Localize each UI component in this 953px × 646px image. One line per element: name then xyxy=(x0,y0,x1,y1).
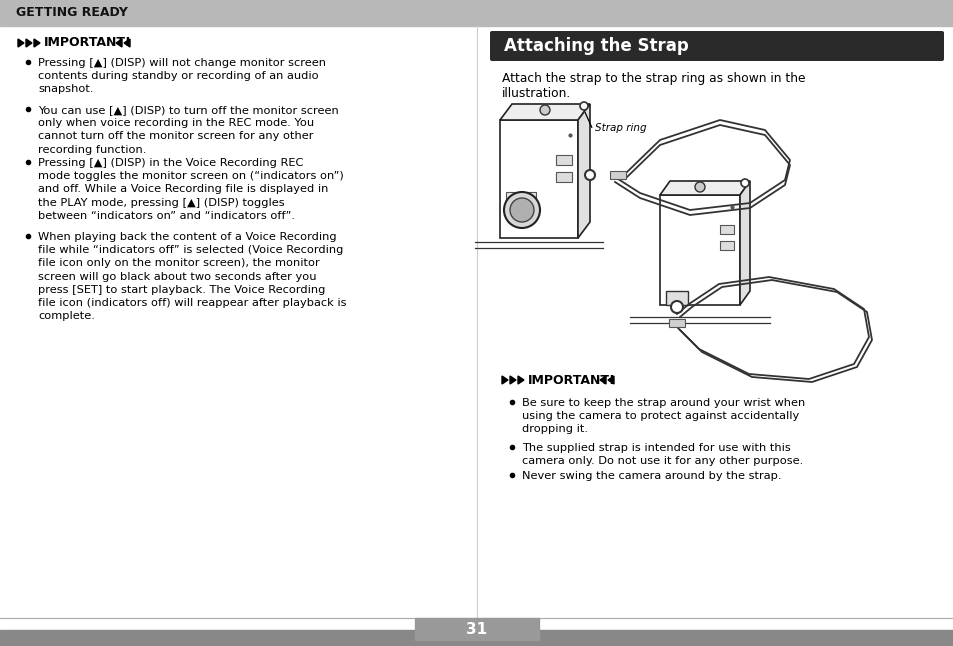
Circle shape xyxy=(579,102,587,110)
Polygon shape xyxy=(517,376,523,384)
Polygon shape xyxy=(34,39,40,47)
Text: GETTING READY: GETTING READY xyxy=(16,6,128,19)
Polygon shape xyxy=(26,39,32,47)
Text: file while “indicators off” is selected (Voice Recording: file while “indicators off” is selected … xyxy=(38,245,343,255)
Text: Attaching the Strap: Attaching the Strap xyxy=(503,37,688,55)
Text: Attach the strap to the strap ring as shown in the: Attach the strap to the strap ring as sh… xyxy=(501,72,804,85)
Text: IMPORTANT!: IMPORTANT! xyxy=(44,37,132,50)
Bar xyxy=(0,0,953,26)
Circle shape xyxy=(503,192,539,228)
Bar xyxy=(665,291,687,305)
Text: Pressing [▲] (DISP) in the Voice Recording REC: Pressing [▲] (DISP) in the Voice Recordi… xyxy=(38,158,303,168)
Text: You can use [▲] (DISP) to turn off the monitor screen: You can use [▲] (DISP) to turn off the m… xyxy=(38,105,338,115)
Circle shape xyxy=(695,182,704,192)
Bar xyxy=(556,155,572,165)
Polygon shape xyxy=(499,104,589,120)
Text: IMPORTANT!: IMPORTANT! xyxy=(527,373,615,386)
Text: Never swing the camera around by the strap.: Never swing the camera around by the str… xyxy=(521,471,781,481)
Text: using the camera to protect against accidentally: using the camera to protect against acci… xyxy=(521,412,799,421)
Bar xyxy=(415,618,538,640)
Text: snapshot.: snapshot. xyxy=(38,85,93,94)
Polygon shape xyxy=(599,376,605,384)
Bar xyxy=(505,192,536,214)
Polygon shape xyxy=(510,376,516,384)
Text: between “indicators on” and “indicators off”.: between “indicators on” and “indicators … xyxy=(38,211,294,221)
Text: file icon only on the monitor screen), the monitor: file icon only on the monitor screen), t… xyxy=(38,258,319,268)
FancyBboxPatch shape xyxy=(490,31,943,61)
Polygon shape xyxy=(116,39,122,47)
Circle shape xyxy=(510,198,534,222)
Text: mode toggles the monitor screen on (“indicators on”): mode toggles the monitor screen on (“ind… xyxy=(38,171,343,181)
Text: the PLAY mode, pressing [▲] (DISP) toggles: the PLAY mode, pressing [▲] (DISP) toggl… xyxy=(38,198,284,207)
Bar xyxy=(720,225,733,234)
Text: press [SET] to start playback. The Voice Recording: press [SET] to start playback. The Voice… xyxy=(38,285,325,295)
Text: dropping it.: dropping it. xyxy=(521,424,587,434)
Bar xyxy=(668,319,684,327)
Text: cannot turn off the monitor screen for any other: cannot turn off the monitor screen for a… xyxy=(38,131,314,141)
Bar xyxy=(720,241,733,250)
Text: The supplied strap is intended for use with this: The supplied strap is intended for use w… xyxy=(521,443,790,453)
Text: complete.: complete. xyxy=(38,311,94,321)
Bar xyxy=(609,171,625,179)
Text: When playing back the content of a Voice Recording: When playing back the content of a Voice… xyxy=(38,232,336,242)
Text: Strap ring: Strap ring xyxy=(595,123,646,133)
Text: illustration.: illustration. xyxy=(501,87,571,100)
Bar xyxy=(499,120,578,238)
Text: recording function.: recording function. xyxy=(38,145,146,154)
Circle shape xyxy=(670,301,682,313)
Circle shape xyxy=(740,179,748,187)
Polygon shape xyxy=(124,39,130,47)
Text: and off. While a Voice Recording file is displayed in: and off. While a Voice Recording file is… xyxy=(38,184,328,194)
Polygon shape xyxy=(740,181,749,305)
Polygon shape xyxy=(18,39,24,47)
Text: Pressing [▲] (DISP) will not change monitor screen: Pressing [▲] (DISP) will not change moni… xyxy=(38,58,326,68)
Text: contents during standby or recording of an audio: contents during standby or recording of … xyxy=(38,71,318,81)
Text: camera only. Do not use it for any other purpose.: camera only. Do not use it for any other… xyxy=(521,456,802,466)
Text: only when voice recording in the REC mode. You: only when voice recording in the REC mod… xyxy=(38,118,314,128)
Polygon shape xyxy=(659,181,749,195)
Text: file icon (indicators off) will reappear after playback is: file icon (indicators off) will reappear… xyxy=(38,298,346,308)
Text: Be sure to keep the strap around your wrist when: Be sure to keep the strap around your wr… xyxy=(521,398,804,408)
Text: 31: 31 xyxy=(466,621,487,636)
Polygon shape xyxy=(501,376,507,384)
Text: screen will go black about two seconds after you: screen will go black about two seconds a… xyxy=(38,271,316,282)
Polygon shape xyxy=(607,376,614,384)
Bar xyxy=(556,172,572,182)
Polygon shape xyxy=(578,104,589,238)
Bar xyxy=(0,630,953,646)
Circle shape xyxy=(584,170,595,180)
Circle shape xyxy=(539,105,550,115)
Bar xyxy=(659,195,740,305)
